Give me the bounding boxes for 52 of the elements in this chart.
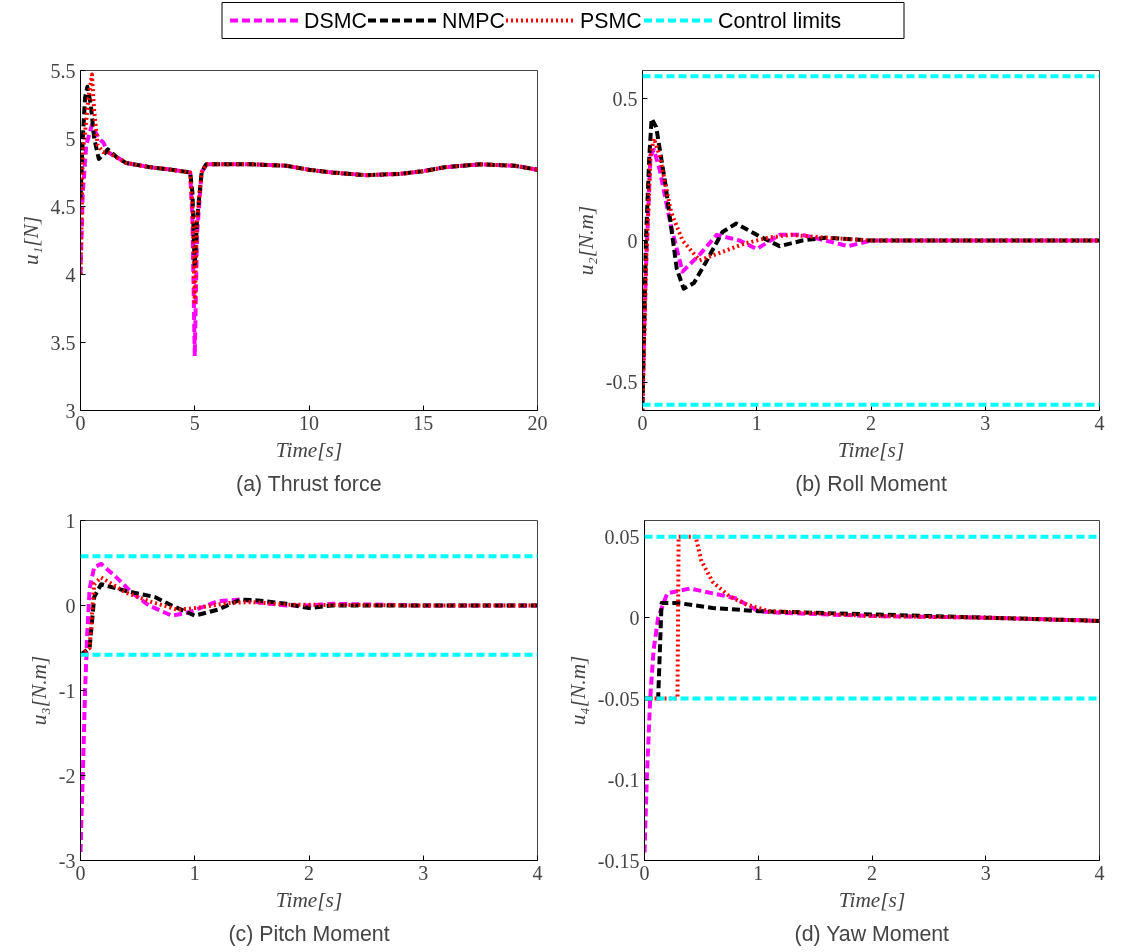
y-tick-label: -3 [58,849,76,872]
y-tick-label: 5 [65,127,76,150]
x-tick-label: 20 [527,411,548,434]
legend-label: Control limits [718,8,842,33]
y-tick-label: 4.5 [50,195,76,218]
x-tick-label: 4 [1094,411,1105,434]
y-tick-label: 4 [65,263,76,286]
y-tick-label: -0.05 [597,687,640,710]
y-tick-label: 0 [629,606,640,629]
x-tick-label: 4 [532,861,543,884]
y-tick-label: 3.5 [50,331,76,354]
legend-label: PSMC [580,8,642,33]
x-tick-label: 2 [867,861,877,884]
y-tick-label: -0.15 [597,849,640,872]
x-tick-label: 2 [304,861,314,884]
y-tick-label: -1 [58,679,76,702]
text: (c) Pitch Moment [228,921,390,946]
x-tick-label: 2 [866,411,876,434]
y-axis-title: u₂[N.m] [573,205,598,276]
text: (b) Roll Moment [795,471,947,496]
x-tick-label: 15 [413,411,434,434]
x-axis-title: Time[s] [275,887,343,912]
x-tick-label: 3 [980,861,991,884]
x-axis-title: Time[s] [837,437,905,462]
x-tick-label: 1 [189,861,200,884]
x-tick-label: 4 [1094,861,1105,884]
legend-label: DSMC [304,8,367,33]
y-tick-label: 1 [65,509,76,532]
text: (a) Thrust force [236,471,382,496]
y-tick-label: 5.5 [50,59,76,82]
x-tick-label: 10 [299,411,319,434]
x-tick-label: 1 [751,411,762,434]
y-axis-title: u₃[N.m] [26,655,51,726]
y-tick-label: -0.5 [605,371,638,394]
x-tick-label: 5 [189,411,200,434]
x-axis-title: Time[s] [275,437,343,462]
y-axis-title: u₄[N.m] [565,655,590,726]
x-tick-label: 3 [980,411,991,434]
y-tick-label: 0 [627,229,638,252]
y-axis-title: u₁[N] [18,216,43,265]
x-tick-label: 3 [418,861,429,884]
legend-label: NMPC [442,8,505,33]
line-series [80,72,538,307]
x-axis-title: Time[s] [838,887,906,912]
y-tick-label: 0.05 [604,525,640,548]
line-series [80,122,538,359]
y-tick-label: 0 [65,594,76,617]
y-tick-label: -2 [58,764,76,787]
text: (d) Yaw Moment [794,921,950,946]
x-tick-label: 1 [753,861,764,884]
y-tick-label: -0.1 [607,768,640,791]
y-tick-label: 0.5 [612,87,638,110]
